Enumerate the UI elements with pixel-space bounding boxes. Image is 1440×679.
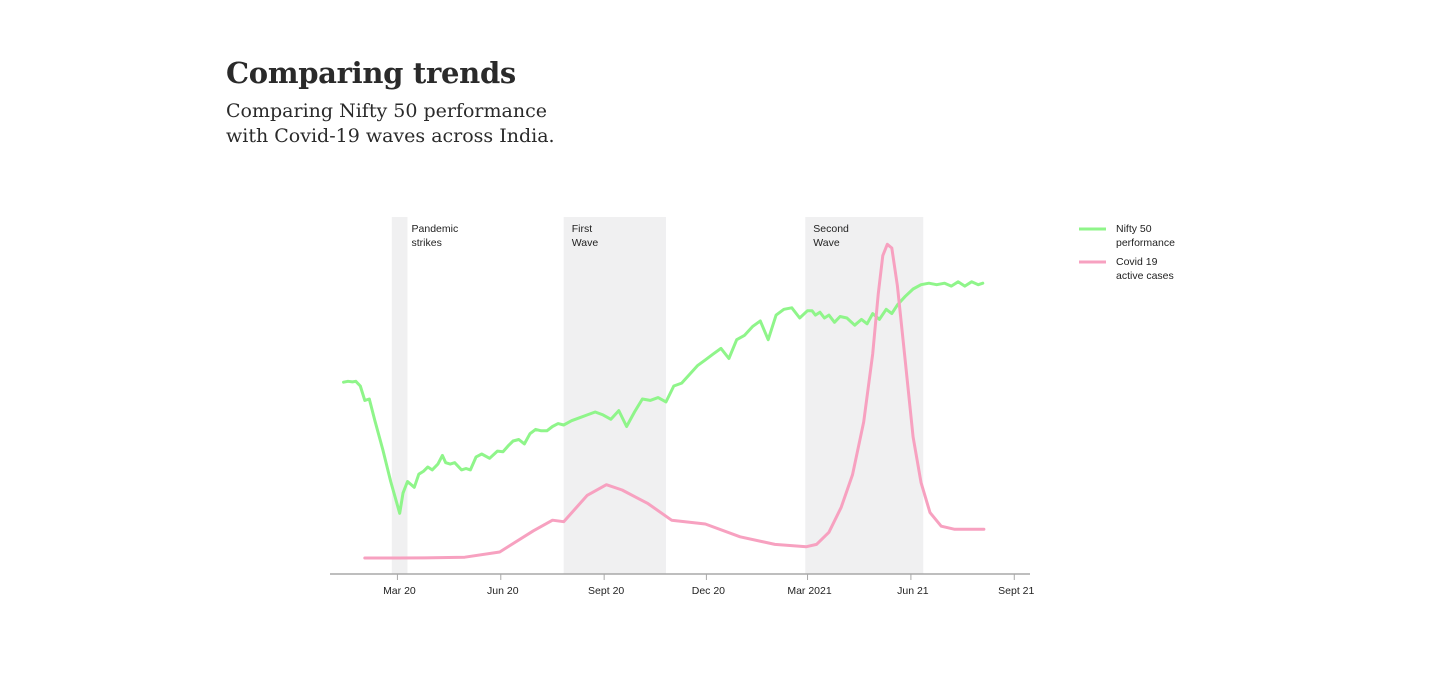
legend-label-1: active cases	[1116, 270, 1174, 282]
band-label: Wave	[572, 237, 599, 249]
x-tick-label: Mar 20	[383, 585, 416, 597]
legend: Nifty 50 performance Covid 19 active cases	[1079, 223, 1175, 282]
x-tick-label: Dec 20	[692, 585, 725, 597]
x-tick-label: Sept 20	[588, 585, 624, 597]
band-2	[805, 217, 924, 574]
band-layer: Pandemic strikes First Wave Second Wave	[391, 217, 924, 574]
x-tick-label: Mar 2021	[787, 585, 832, 597]
x-tick-label: Jun 20	[487, 585, 519, 597]
series-layer	[342, 242, 986, 560]
page-subtitle: Comparing Nifty 50 performance with Covi…	[226, 99, 555, 149]
band-0	[391, 217, 408, 574]
x-axis: Mar 20 Jun 20 Sept 20 Dec 20 Mar 2021 Jun 21 S…	[330, 573, 1035, 597]
series-line-1	[363, 242, 986, 560]
band-label: Second	[813, 223, 849, 235]
legend-label-1: Covid 19	[1116, 256, 1158, 268]
legend-label-0: performance	[1116, 237, 1175, 249]
band-label: Wave	[813, 237, 840, 249]
x-tick-label: Sept 21	[998, 585, 1034, 597]
band-label: Pandemic	[412, 223, 459, 235]
subtitle-line: with Covid-19 waves across India.	[226, 125, 555, 147]
page-title: Comparing trends	[226, 56, 516, 90]
band-label: First	[572, 223, 592, 235]
x-tick-label: Jun 21	[897, 585, 929, 597]
subtitle-line: Comparing Nifty 50 performance	[226, 100, 547, 122]
band-1	[563, 217, 666, 574]
band-label: strikes	[412, 237, 442, 249]
series-line-0	[342, 280, 985, 515]
legend-label-0: Nifty 50	[1116, 223, 1152, 235]
